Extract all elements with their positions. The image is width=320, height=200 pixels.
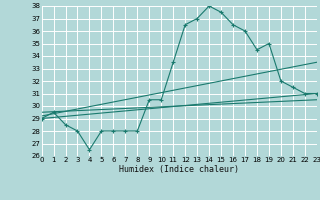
X-axis label: Humidex (Indice chaleur): Humidex (Indice chaleur) — [119, 165, 239, 174]
